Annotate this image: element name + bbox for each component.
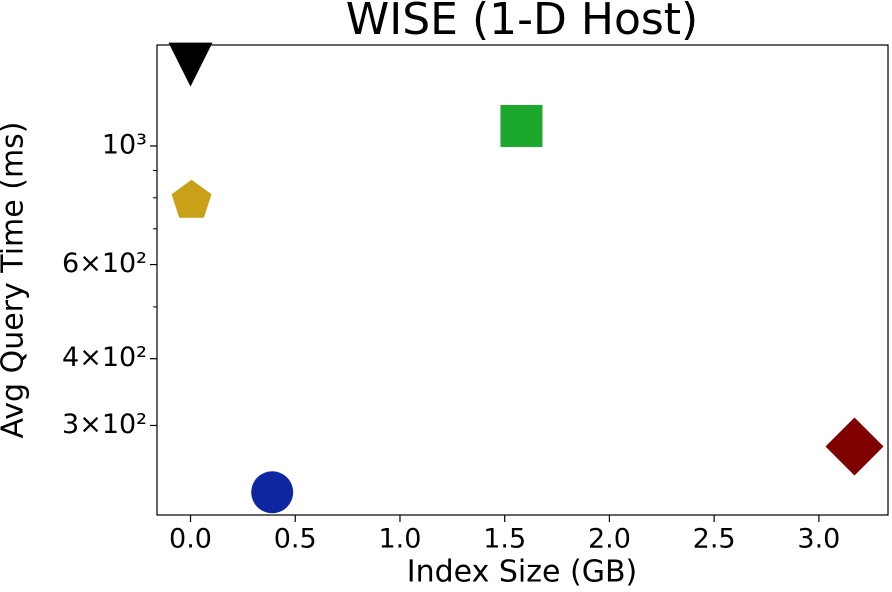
- x-tick-label: 3.0: [797, 524, 840, 555]
- data-point: [168, 42, 213, 87]
- y-tick-label: 10³: [102, 129, 147, 160]
- x-tick-label: 1.0: [378, 524, 421, 555]
- data-point: [500, 104, 543, 147]
- y-tick-label: 6×10²: [62, 248, 147, 279]
- y-tick-label: 3×10²: [62, 409, 147, 440]
- y-axis-label: Avg Query Time (ms): [0, 121, 31, 438]
- x-axis-label: Index Size (GB): [407, 555, 637, 590]
- x-tick-label: 0.5: [274, 524, 317, 555]
- chart-title: WISE (1-D Host): [346, 0, 698, 45]
- x-tick-label: 1.5: [483, 524, 526, 555]
- data-point: [251, 471, 294, 514]
- plot-frame: [156, 44, 889, 516]
- y-tick-label: 4×10²: [62, 342, 147, 373]
- data-point: [825, 417, 884, 476]
- x-tick-label: 0.0: [169, 524, 212, 555]
- data-point: [171, 179, 212, 218]
- x-tick-label: 2.5: [693, 524, 736, 555]
- x-tick-label: 2.0: [588, 524, 631, 555]
